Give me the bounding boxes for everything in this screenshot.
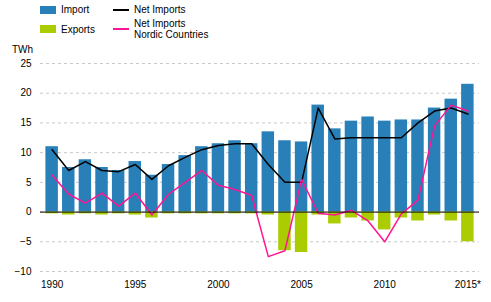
svg-text:0: 0 [26,206,32,217]
svg-text:1990: 1990 [41,279,64,290]
svg-text:25: 25 [20,58,32,69]
svg-text:−10: −10 [15,266,32,277]
svg-text:20: 20 [20,87,32,98]
svg-text:2015*: 2015* [455,279,481,290]
html-text:TWh: TWh [12,44,34,55]
svg-text:2005: 2005 [290,279,313,290]
svg-text:2000: 2000 [207,279,230,290]
svg-text:10: 10 [20,147,32,158]
svg-text:1995: 1995 [124,279,147,290]
html-text:Net Imports: Net Imports [133,4,186,15]
html-text:Net Imports Nordic Countries: Net Imports Nordic Countries [133,18,209,40]
svg-text:2010: 2010 [374,279,397,290]
html-text:Import: Import [61,4,90,15]
svg-text:−5: −5 [20,236,32,247]
svg-text:15: 15 [20,117,32,128]
svg-text:5: 5 [26,177,32,188]
html-text:Exports: Exports [61,23,95,35]
